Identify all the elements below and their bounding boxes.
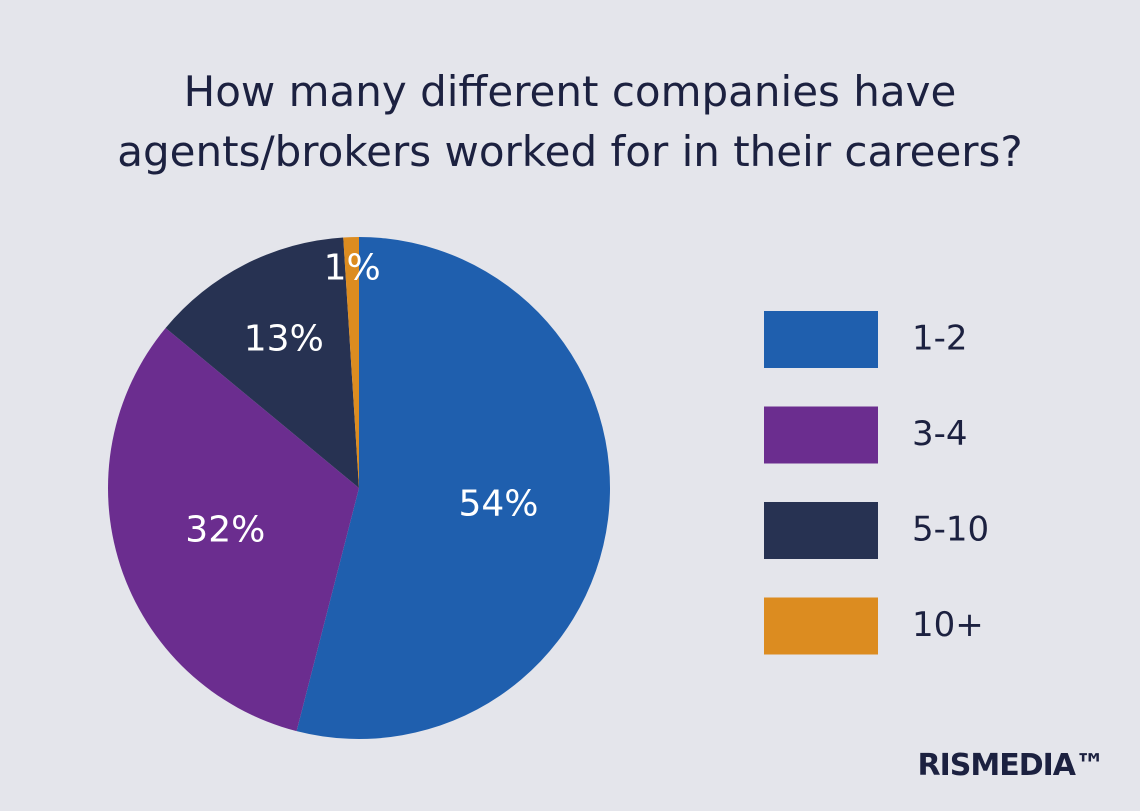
legend-swatch bbox=[764, 597, 878, 655]
value-label: 54% bbox=[458, 484, 538, 525]
pie-slice bbox=[107, 328, 360, 732]
pie-slice bbox=[296, 237, 611, 739]
value-label: 13% bbox=[244, 318, 324, 359]
legend-label: 10+ bbox=[912, 605, 984, 645]
value-label: 1% bbox=[324, 248, 381, 289]
value-label: 32% bbox=[185, 509, 265, 550]
pie-slice bbox=[343, 237, 359, 488]
chart-title: How many different companies have agents… bbox=[117, 67, 1023, 176]
pie-slice bbox=[165, 237, 359, 488]
legend-label: 1-2 bbox=[912, 319, 968, 359]
legend-swatch bbox=[764, 311, 878, 368]
logo: RISMEDIA™ bbox=[917, 748, 1105, 783]
legend-swatch bbox=[764, 406, 878, 464]
legend-label: 3-4 bbox=[912, 414, 968, 454]
legend-swatch bbox=[764, 502, 878, 559]
legend-label: 5-10 bbox=[912, 510, 989, 550]
